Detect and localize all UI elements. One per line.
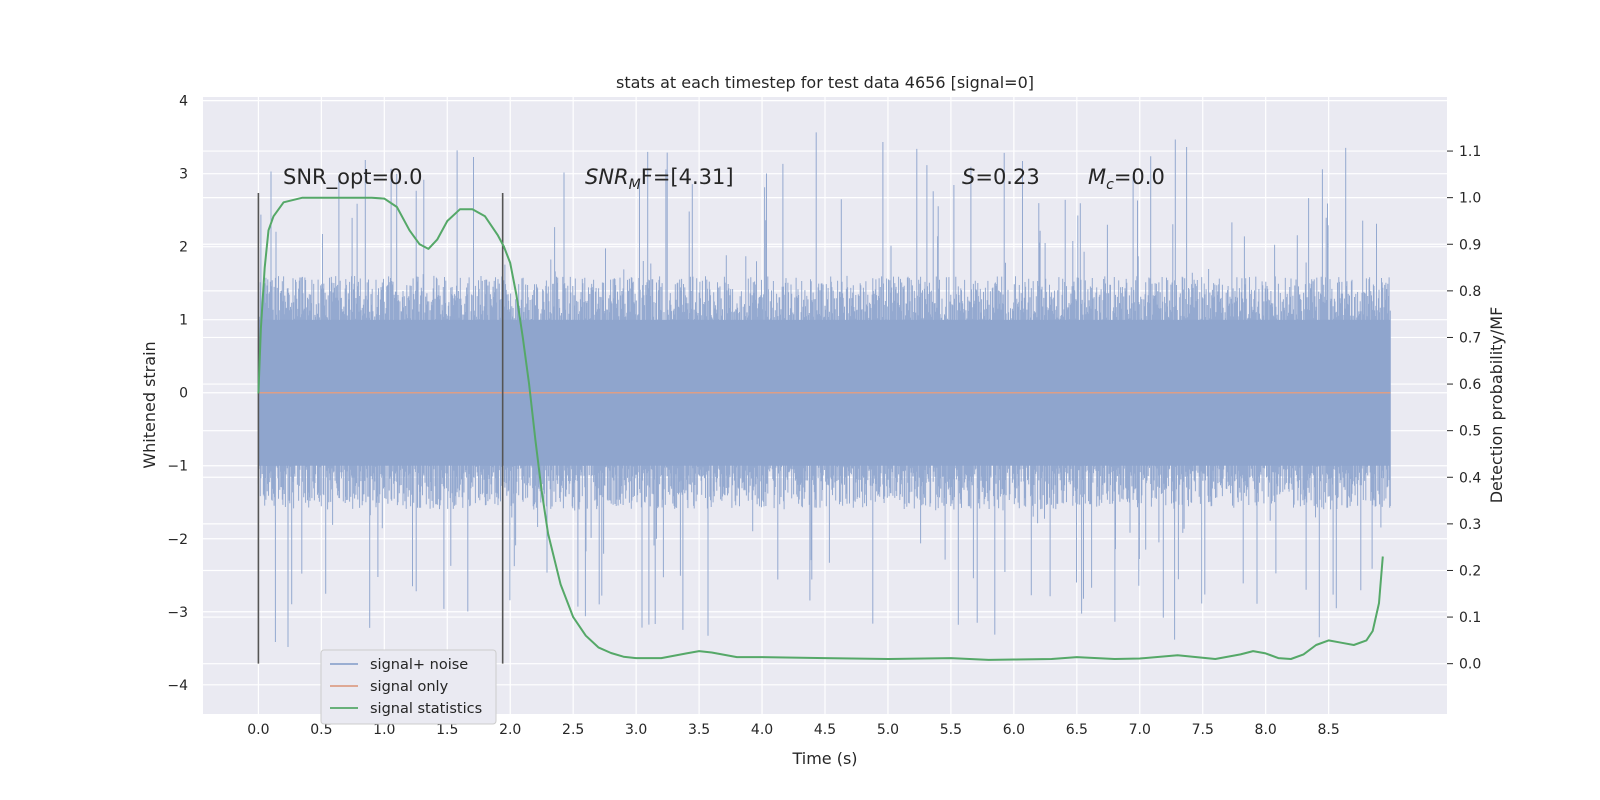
x-tick-label: 1.5 [436,722,458,738]
x-tick-label: 4.5 [814,722,836,738]
y-tick-label: −3 [167,605,188,621]
x-tick-label: 8.0 [1255,722,1277,738]
legend-label-signal-statistics: signal statistics [370,701,482,717]
y-tick-label: −4 [167,678,188,694]
y2-axis-label: Detection probability/MF [1487,307,1506,504]
x-tick-label: 7.5 [1192,722,1214,738]
y-tick-label: 3 [179,167,188,183]
legend-box [320,649,497,725]
y2-tick-label: 0.2 [1459,563,1481,579]
x-tick-label: 3.0 [625,722,647,738]
y-tick-label: −2 [167,532,188,548]
x-tick-label: 0.0 [247,722,269,738]
y-tick-label: 0 [179,386,188,402]
x-tick-label: 8.5 [1318,722,1340,738]
annotation-mc-label: M [1088,165,1106,189]
y2-tick-label: 0.8 [1459,284,1481,300]
y-tick-label: 4 [179,94,188,110]
x-tick-label: 4.0 [751,722,773,738]
signal-statistics-line [257,196,1384,661]
y2-tick-label: 0.9 [1459,237,1481,253]
legend-label-signal-only: signal only [370,679,449,695]
annotation-snr-mf-rest: F=[4.31] [641,165,734,189]
annotation-snr-mf: SNRMF=[4.31] [585,165,734,193]
annotation-s-value: =0.23 [975,165,1039,189]
series-signal-statistics [257,196,1384,661]
y2-tick-label: 0.1 [1459,610,1481,626]
y2-tick-label: 0.3 [1459,517,1481,533]
annotation-snr-opt: SNR_opt=0.0 [283,165,423,190]
y-tick-label: 2 [179,240,188,256]
annotation-mc-value: =0.0 [1114,165,1165,189]
chart-title: stats at each timestep for test data 465… [616,73,1034,92]
legend: signal+ noise signal only signal statist… [320,649,497,725]
annotation-mc-sub: c [1106,177,1114,193]
y2-tick-label: 0.5 [1459,424,1481,440]
y2-axis-ticks: 1.1 1.0 0.9 0.8 0.7 0.6 0.5 0.4 0.3 0.2 0.1 0.0 [1447,144,1481,673]
y2-tick-label: 1.1 [1459,144,1481,160]
y2-tick-label: 0.6 [1459,377,1481,393]
x-tick-label: 0.5 [310,722,332,738]
x-tick-label: 2.5 [562,722,584,738]
x-axis-ticks: 0.0 0.5 1.0 1.5 2.0 2.5 3.0 3.5 4.0 4.5 5.0 5.5 6.0 6… [247,722,1340,738]
annotation-s: S=0.23 [962,165,1040,189]
y-tick-label: 1 [179,313,188,329]
y2-tick-label: 0.7 [1459,330,1481,346]
x-tick-label: 7.0 [1129,722,1151,738]
y2-tick-label: 1.0 [1459,191,1481,207]
y-tick-label: −1 [167,459,188,475]
y-axis-ticks: 4 3 2 1 0 −1 −2 −3 −4 [167,94,188,694]
x-tick-label: 2.0 [499,722,521,738]
y2-tick-label: 0.0 [1459,657,1481,673]
annotation-snr-mf-main: SNR [585,165,629,189]
x-tick-label: 3.5 [688,722,710,738]
legend-label-signal-plus-noise: signal+ noise [370,657,468,673]
x-axis-label: Time (s) [791,749,857,768]
x-tick-label: 5.0 [877,722,899,738]
annotation-mc: Mc=0.0 [1088,165,1165,193]
y-axis-label: Whitened strain [140,341,159,468]
annotation-s-label: S [962,165,975,189]
x-tick-label: 1.0 [373,722,395,738]
x-tick-label: 6.0 [1003,722,1025,738]
annotation-snr-mf-sub: M [629,177,641,193]
x-tick-label: 6.5 [1066,722,1088,738]
y2-tick-label: 0.4 [1459,470,1481,486]
x-tick-label: 5.5 [940,722,962,738]
vertical-markers [257,192,504,664]
